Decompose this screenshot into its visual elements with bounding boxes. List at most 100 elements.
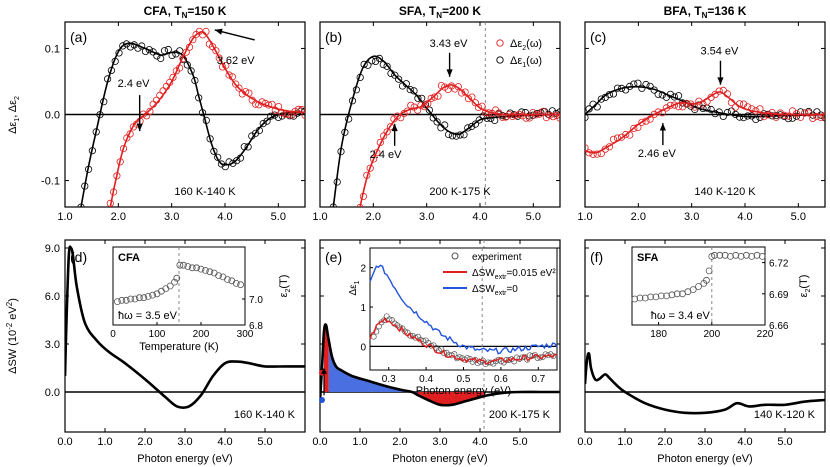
inset-data-point [705, 267, 713, 275]
inset-data-point [223, 276, 231, 283]
x-axis-label-e: Photon energy (eV) [392, 453, 487, 465]
axes-b-xtick-label: 5.0 [526, 211, 541, 223]
data-point-c-0 [727, 107, 736, 115]
inset-data-point [144, 292, 152, 300]
series-group-f [585, 351, 825, 415]
inset-legend-marker [451, 252, 459, 260]
panel-label-a: (a) [70, 29, 87, 45]
inset-data-point [737, 252, 745, 260]
data-point-c-1 [589, 150, 597, 158]
data-point-c-1 [780, 111, 788, 119]
data-point-c-0 [756, 113, 764, 122]
inset-data-point [753, 251, 761, 259]
data-point-a-0 [160, 47, 169, 55]
inset-x-label: Temperature (K) [139, 341, 218, 353]
panel-title-a: CFA, TN=150 K [144, 4, 227, 20]
inset-data-point [689, 286, 697, 294]
axes-c-xtick-label: 3.0 [684, 211, 699, 223]
axes-f-xtick-label: 2.0 [657, 436, 672, 448]
inset-data-point [176, 261, 184, 269]
data-point-c-1 [654, 108, 662, 116]
axes-f-xtick-label: 3.0 [697, 436, 712, 448]
inset-data-point [456, 354, 463, 361]
inset-xtick-label: 300 [237, 329, 254, 340]
inset-legend-label: experiment [472, 252, 522, 263]
data-point-a-0 [221, 163, 229, 171]
inset-xtick-label: 0.7 [531, 374, 545, 385]
inset-energy-label: ħω = 3.4 eV [651, 310, 711, 322]
inset-data-point [727, 252, 734, 260]
data-point-b-1 [464, 95, 473, 103]
data-point-c-1 [622, 130, 630, 139]
panel-title-b: SFA, TN=200 K [399, 4, 481, 20]
axes-e-xtick-label: 5.0 [512, 436, 527, 448]
inset-data-point [641, 294, 649, 302]
data-point-c-1 [715, 87, 723, 95]
data-point-b-1 [383, 128, 391, 136]
annotation-text: 2.4 eV [370, 149, 402, 161]
inset-ytick-label: 1 [360, 303, 366, 314]
annotation-text: 2.4 eV [118, 78, 150, 90]
data-point-c-1 [638, 118, 646, 126]
series-group-b [329, 54, 560, 207]
inset-data-point [127, 295, 135, 303]
inset-data-point [232, 279, 240, 287]
data-point-b-0 [375, 54, 383, 63]
series-line-b-1 [359, 83, 560, 207]
data-point-a-1 [235, 84, 243, 92]
data-point-b-0 [467, 122, 476, 131]
inset-data-point [197, 265, 205, 273]
inset-data-point [193, 264, 201, 272]
inset-xtick-label: 0.4 [419, 374, 433, 385]
inset-ytick-label: 0 [360, 342, 366, 353]
inset-data-point [663, 292, 670, 300]
legend-label: Δε2(ω) [510, 38, 542, 52]
series-group-c [585, 79, 825, 158]
inset-data-point [173, 274, 181, 282]
data-point-c-1 [792, 110, 801, 118]
annotation-text: 3.43 eV [430, 38, 469, 50]
annotation-c-0: 3.54 eV [700, 46, 739, 85]
inset-ytick-label: 7.0 [249, 295, 263, 306]
axes-b-xtick-label: 1.0 [312, 211, 327, 223]
panel-a: CFA, TN=150 K 1.0 2.0 3.0 4.0 5.0 -0.1 0.0 0.1 (a… [41, 4, 306, 223]
data-point-b-0 [414, 94, 422, 102]
range-label-c: 140 K-120 K [694, 186, 756, 198]
axes-f-xtick-label: 5.0 [777, 436, 792, 448]
axes-d-xtick-label: 3.0 [177, 436, 192, 448]
panel-b: SFA, TN=200 K 1.0 2.0 3.0 4.0 5.0 (b) 200 K-175… [312, 4, 561, 223]
inset-data-point [652, 293, 660, 301]
annotation-b-1: 2.4 eV [370, 123, 402, 161]
axes-e-xtick-label: 1.0 [352, 436, 367, 448]
data-point-b-0 [537, 109, 545, 117]
legend-marker [496, 39, 504, 47]
panel-c: BFA, TN=136 K 1.0 2.0 3.0 4.0 5.0 (c) 140 K-120… [577, 4, 826, 223]
axes-e-xtick-label: 4.0 [472, 436, 487, 448]
annotation-arrow-head [214, 28, 223, 35]
axes-b-xtick-label: 3.0 [419, 211, 434, 223]
data-point-c-1 [593, 150, 601, 158]
data-point-c-1 [776, 109, 784, 117]
panel-title-c: BFA, TN=136 K [664, 4, 747, 20]
inset-data-point [524, 356, 531, 363]
inset-data-point [166, 282, 174, 290]
axes-a-ytick-label: 0.1 [45, 43, 60, 55]
annotation-arrow-head [717, 77, 724, 85]
legend-marker [496, 56, 504, 64]
axes-d-ytick-label: 6.0 [45, 291, 60, 303]
inset-label: CFA [118, 252, 140, 264]
axes-f-xtick-label: 0.0 [577, 436, 592, 448]
marker-arrow-head [321, 367, 327, 374]
inset-data-point [657, 292, 665, 300]
inset-xtick-label: 220 [757, 329, 774, 340]
inset-frame [631, 246, 766, 326]
inset-data-point [748, 252, 756, 260]
inset-data-point [721, 251, 729, 259]
data-point-c-1 [813, 112, 821, 121]
range-label-d: 160 K-140 K [234, 409, 296, 421]
data-point-c-0 [597, 95, 605, 103]
data-point-a-0 [119, 42, 127, 50]
data-point-c-0 [646, 82, 654, 90]
data-point-b-1 [508, 112, 517, 121]
